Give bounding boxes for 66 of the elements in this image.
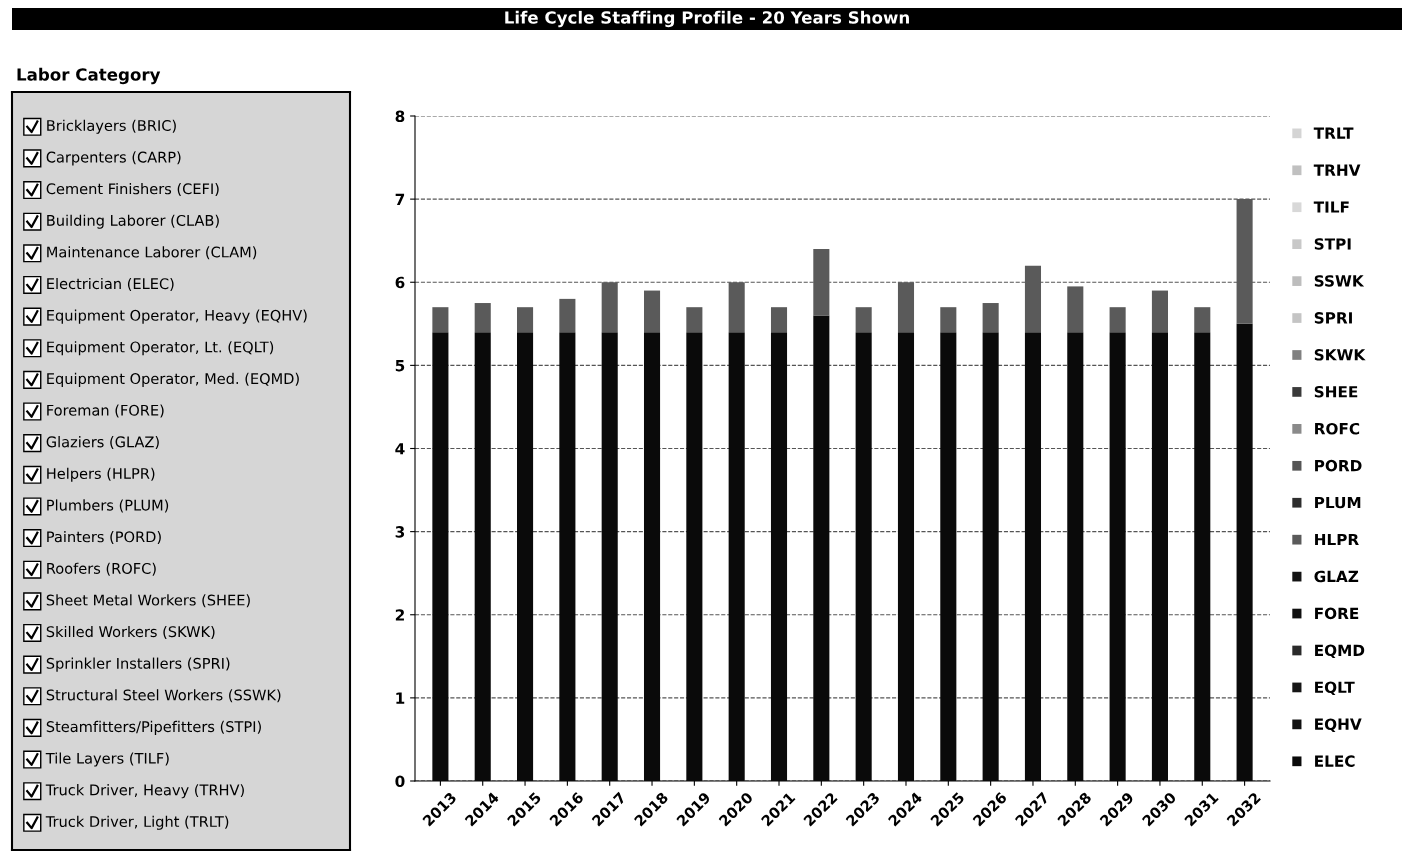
bar [686,307,703,333]
bar [559,298,576,333]
text: Labor Category [17,67,161,85]
text: Structural Steel Workers (SSWK) [46,689,281,703]
y-tick-label: 7 [395,193,405,205]
y-tick-label: 6 [395,276,405,289]
legend-label: EQHV [1315,718,1362,732]
text: Building Laborer (CLAB) [47,214,219,229]
text: Bricklayers (BRIC) [47,119,176,134]
text: Carpenters (CARP) [46,151,181,166]
bar [1194,307,1211,333]
text: Equipment Operator, Med. (EQMD) [47,372,299,387]
text: Sprinkler Installers (SPRI) [46,657,230,672]
legend-label: HLPR [1315,533,1359,546]
text: Cement Finishers (CEFI) [46,182,219,196]
text: Sheet Metal Workers (SHEE) [46,594,250,608]
bar [432,307,449,333]
legend-label: GLAZ [1314,570,1359,583]
y-tick-label: 0 [395,775,405,788]
y-tick-label: 2 [395,609,404,621]
y-tick-label: 4 [395,443,405,455]
text: Electrician (ELEC) [47,277,174,291]
bar [1109,307,1126,333]
legend-label: FORE [1315,607,1359,620]
legend-label: PLUM [1315,496,1361,509]
legend-label: TRLT [1313,127,1354,139]
text: Foreman (FORE) [47,404,164,418]
bar [982,303,999,333]
bar [1067,286,1084,333]
bar [855,307,872,333]
text: Glaziers (GLAZ) [46,436,159,450]
text: Steamfitters/Pipefitters (STPI) [46,720,261,735]
y-tick-label: 5 [395,360,405,372]
text: Skilled Workers (SKWK) [46,625,215,639]
legend-label: EQLT [1315,681,1355,696]
text: Equipment Operator, Heavy (EQHV) [47,309,307,324]
legend-label: SPRI [1314,312,1352,324]
y-tick-label: 3 [395,526,405,538]
bar [474,303,491,333]
text: Truck Driver, Light (TRLT) [45,815,229,830]
text: Roofers (ROFC) [47,562,156,576]
text: Equipment Operator, Lt. (EQLT) [47,341,274,356]
y-tick-label: 8 [395,110,405,123]
legend-label: SSWK [1314,275,1365,287]
chart-title: Life Cycle Staffing Profile - 20 Years Shown [505,10,909,28]
bar [940,307,957,333]
bar [1151,290,1168,333]
legend-label: SKWK [1314,349,1366,361]
text: Plumbers (PLUM) [47,499,169,513]
bar [517,307,534,333]
text: Truck Driver, Heavy (TRHV) [45,784,244,799]
text: Painters (PORD) [47,531,161,545]
bar [770,307,788,333]
legend-label: EQMD [1315,644,1365,659]
text: Maintenance Laborer (CLAM) [47,246,257,260]
bar [643,290,661,333]
legend-label: PORD [1315,459,1362,472]
y-tick-label: 1 [396,692,405,704]
legend-label: TRHV [1313,164,1361,176]
legend-label: ROFC [1315,422,1360,435]
legend-label: ELEC [1315,755,1355,767]
legend-label: TILF [1313,201,1349,213]
text: Tile Layers (TILF) [45,752,169,767]
legend-label: STPI [1314,238,1351,250]
text: Helpers (HLPR) [47,467,155,482]
legend-label: SHEE [1314,385,1358,398]
